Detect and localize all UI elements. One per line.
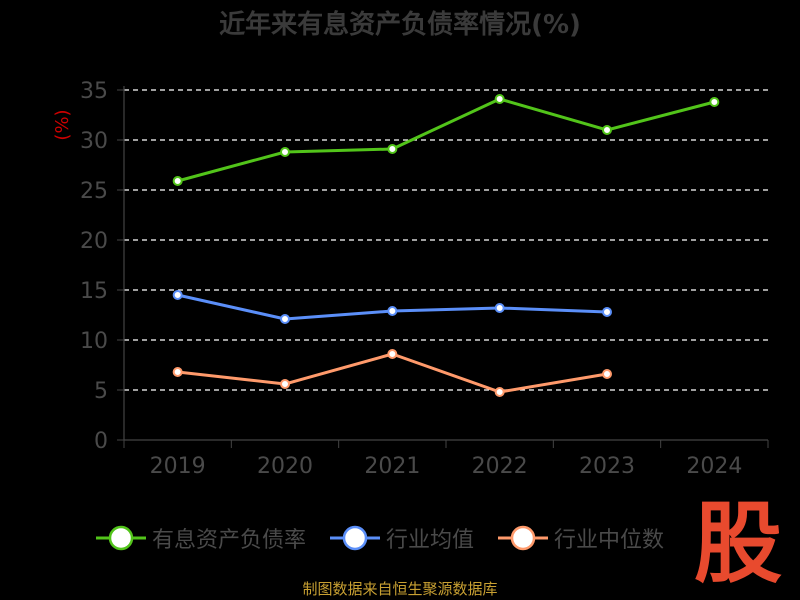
legend-marker-icon	[330, 525, 381, 551]
data-point	[387, 349, 398, 359]
y-tick-label: 35	[80, 79, 108, 104]
y-tick-label: 30	[80, 129, 108, 154]
legend-item[interactable]: 行业均值	[330, 522, 474, 554]
y-tick-label: 15	[80, 279, 108, 304]
x-tick-label: 2022	[472, 454, 528, 479]
x-tick-label: 2024	[686, 454, 742, 479]
y-tick-label: 0	[94, 429, 108, 454]
legend-label: 行业中位数	[554, 528, 665, 553]
data-point	[602, 307, 612, 317]
data-source-note: 制图数据来自恒生聚源数据库	[302, 580, 498, 598]
data-point	[280, 379, 290, 389]
data-point	[494, 303, 505, 313]
data-point	[172, 176, 183, 186]
data-point	[602, 125, 612, 135]
data-point	[494, 387, 505, 397]
y-tick-label: 5	[94, 379, 108, 404]
y-tick-label: 25	[80, 179, 108, 204]
legend-item[interactable]: 行业中位数	[498, 522, 664, 554]
data-point	[172, 367, 183, 377]
legend-marker-icon	[96, 525, 146, 551]
legend-label: 有息资产负债率	[152, 528, 307, 553]
watermark-logo: 股	[693, 492, 782, 595]
x-tick-label: 2020	[257, 454, 313, 479]
legend: 有息资产负债率 行业均值 行业中位数	[96, 521, 688, 555]
data-point	[387, 306, 398, 316]
series-line	[177, 97, 715, 183]
data-point	[602, 369, 612, 379]
legend-marker-icon	[498, 525, 549, 551]
series-line	[177, 352, 608, 394]
x-tick-label: 2019	[150, 454, 206, 479]
chart-title: 近年来有息资产负债率情况(%)	[219, 10, 581, 40]
data-point	[172, 290, 183, 300]
y-tick-label: 20	[80, 229, 108, 254]
legend-item[interactable]: 有息资产负债率	[96, 522, 306, 554]
data-point	[280, 314, 290, 324]
x-tick-label: 2021	[364, 454, 420, 479]
data-point	[709, 97, 720, 107]
x-tick-label: 2023	[579, 454, 635, 479]
legend-label: 行业均值	[386, 528, 475, 553]
y-axis-label: (%)	[52, 109, 73, 140]
y-tick-label: 10	[80, 329, 108, 354]
data-point	[280, 147, 290, 157]
data-point	[494, 94, 505, 104]
data-point	[387, 144, 398, 154]
